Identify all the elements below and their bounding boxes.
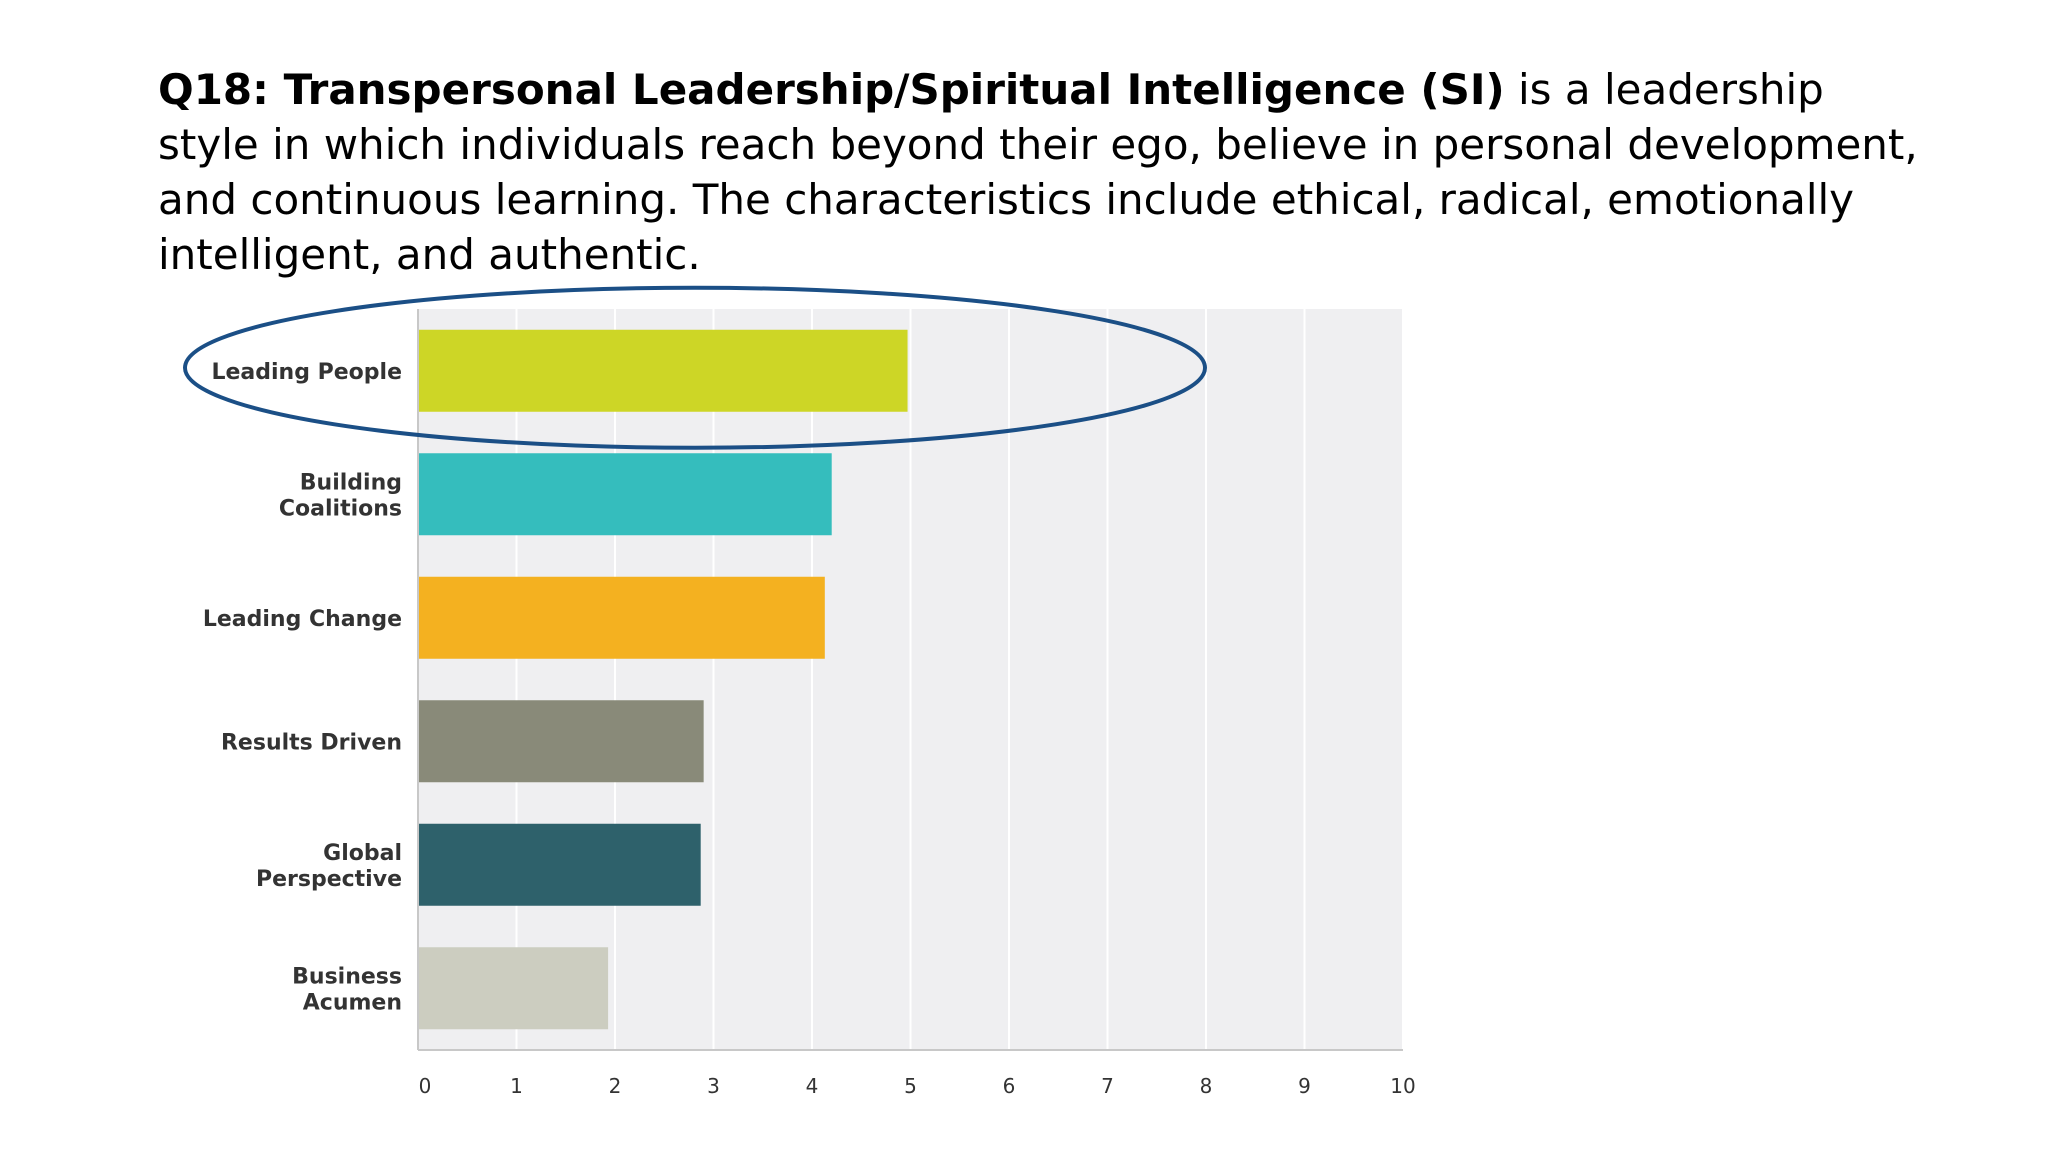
x-tick-label: 7: [1101, 1074, 1114, 1098]
x-tick-label: 0: [419, 1074, 432, 1098]
x-tick-label: 5: [904, 1074, 917, 1098]
x-tick-label: 9: [1298, 1074, 1311, 1098]
x-tick-label: 10: [1390, 1074, 1415, 1098]
bar: [419, 329, 908, 412]
slide-title: Q18: Transpersonal Leadership/Spiritual …: [158, 62, 1918, 282]
category-label: Results Driven: [221, 730, 402, 755]
bar: [419, 700, 704, 783]
bar: [419, 823, 701, 906]
x-tick-label: 8: [1200, 1074, 1213, 1098]
x-tick-label: 1: [510, 1074, 523, 1098]
x-tick-label: 6: [1003, 1074, 1016, 1098]
category-label: Leading People: [211, 360, 402, 385]
x-tick-label: 3: [707, 1074, 720, 1098]
category-label: Leading Change: [203, 607, 402, 632]
x-tick-label: 2: [609, 1074, 622, 1098]
bar: [419, 947, 609, 1030]
category-label: Global Perspective: [256, 841, 402, 892]
slide-title-bold: Q18: Transpersonal Leadership/Spiritual …: [158, 65, 1505, 114]
bar: [419, 576, 825, 659]
bar: [419, 453, 832, 536]
x-tick-label: 4: [806, 1074, 819, 1098]
category-label: Business Acumen: [292, 964, 402, 1015]
category-label: Building Coalitions: [279, 470, 402, 521]
highlight-ellipse: [183, 285, 1207, 450]
slide-title-rest: is a leadership style in which individua…: [158, 65, 1918, 279]
